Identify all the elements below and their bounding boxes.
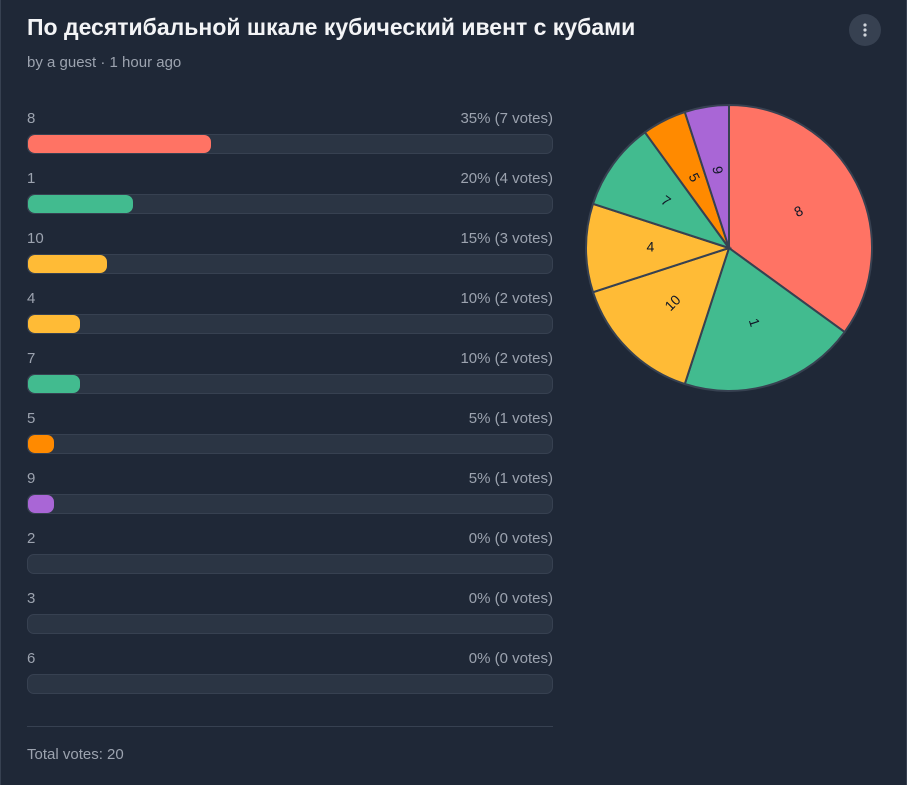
pie-slice-8	[728, 103, 873, 334]
option-progress-fill	[28, 495, 55, 513]
option-progress-track	[27, 314, 553, 334]
option-percent: 15% (3 votes)	[460, 230, 553, 247]
poll-option-row: 5 5% (1 votes)	[27, 408, 553, 468]
poll-option-row: 1 20% (4 votes)	[27, 168, 553, 228]
option-label: 7	[27, 350, 36, 367]
poll-option-row: 10 15% (3 votes)	[27, 228, 553, 288]
option-label: 3	[27, 590, 36, 607]
poll-option-row: 8 35% (7 votes)	[27, 108, 553, 168]
option-percent: 10% (2 votes)	[460, 290, 553, 307]
more-vertical-icon	[863, 23, 867, 37]
pie-slice-1	[683, 246, 847, 392]
more-options-button[interactable]	[849, 14, 881, 46]
option-progress-track	[27, 674, 553, 694]
option-label: 1	[27, 170, 36, 187]
poll-option-row: 9 5% (1 votes)	[27, 468, 553, 528]
pie-slice-9	[683, 103, 730, 249]
pie-slice-label: 4	[646, 239, 654, 255]
option-percent: 0% (0 votes)	[468, 530, 553, 547]
poll-option-row: 4 10% (2 votes)	[27, 288, 553, 348]
option-label: 10	[27, 230, 44, 247]
pie-slice-label: 9	[709, 165, 726, 175]
option-percent: 0% (0 votes)	[468, 590, 553, 607]
option-progress-track	[27, 434, 553, 454]
option-percent: 20% (4 votes)	[460, 170, 553, 187]
option-label: 4	[27, 290, 36, 307]
option-progress-fill	[28, 375, 81, 393]
option-label: 9	[27, 470, 36, 487]
option-progress-fill	[28, 195, 133, 213]
poll-byline: by a guest · 1 hour ago	[27, 54, 182, 71]
option-progress-fill	[28, 315, 81, 333]
option-label: 8	[27, 110, 36, 127]
poll-options-list: 8 35% (7 votes) 1 20% (4 votes) 10 15% (3 vot…	[27, 108, 553, 708]
option-progress-track	[27, 254, 553, 274]
option-percent: 5% (1 votes)	[468, 410, 553, 427]
option-progress-track	[27, 614, 553, 634]
poll-option-row: 3 0% (0 votes)	[27, 588, 553, 648]
pie-slice-7	[591, 130, 732, 250]
option-progress-track	[27, 134, 553, 154]
option-percent: 10% (2 votes)	[460, 350, 553, 367]
option-progress-fill	[28, 135, 212, 153]
option-percent: 35% (7 votes)	[460, 110, 553, 127]
divider	[27, 726, 553, 727]
option-progress-track	[27, 194, 553, 214]
poll-option-row: 7 10% (2 votes)	[27, 348, 553, 408]
poll-option-row: 2 0% (0 votes)	[27, 528, 553, 588]
poll-option-row: 6 0% (0 votes)	[27, 648, 553, 708]
option-label: 5	[27, 410, 36, 427]
poll-title: По десятибальной шкале кубический ивент …	[27, 14, 636, 40]
total-votes: Total votes: 20	[27, 746, 124, 763]
option-label: 6	[27, 650, 36, 667]
option-progress-fill	[28, 255, 107, 273]
pie-slice-4	[585, 202, 733, 294]
option-label: 2	[27, 530, 36, 547]
option-progress-track	[27, 554, 553, 574]
option-progress-track	[27, 374, 553, 394]
option-progress-track	[27, 494, 553, 514]
option-progress-fill	[28, 435, 55, 453]
option-percent: 0% (0 votes)	[468, 650, 553, 667]
option-percent: 5% (1 votes)	[468, 470, 553, 487]
